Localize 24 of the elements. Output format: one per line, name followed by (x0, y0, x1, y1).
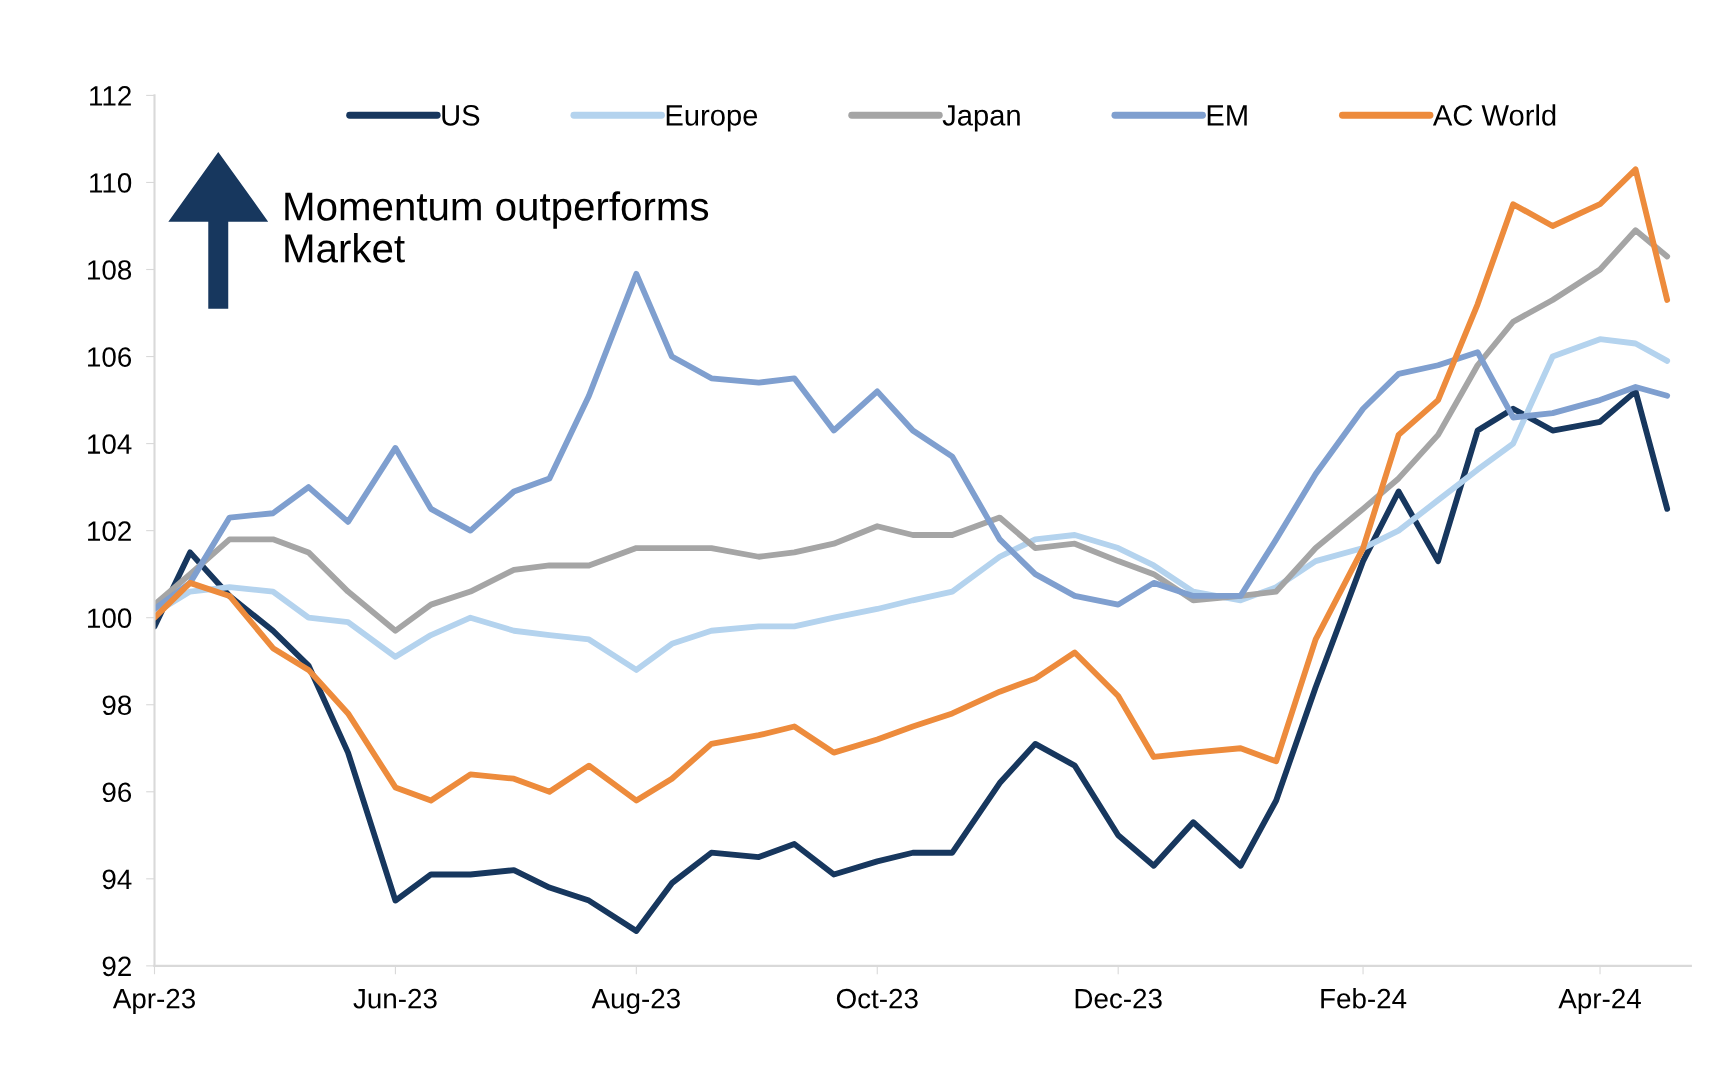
x-tick-label: Apr-24 (1558, 988, 1641, 1014)
y-tick-label: 98 (102, 695, 132, 716)
x-tick-label: Jun-23 (353, 988, 437, 1009)
y-tick-label: 106 (88, 347, 132, 367)
y-tick-label: 96 (102, 782, 132, 803)
y-tick-label: 104 (88, 434, 132, 454)
y-tick-label: 110 (90, 173, 132, 193)
legend-label: US (442, 105, 480, 126)
y-tick-label: 92 (102, 956, 131, 977)
y-tick-label: 100 (88, 608, 132, 629)
legend-label: Europe (666, 105, 758, 132)
y-tick-label: 102 (88, 521, 131, 541)
legend-label: AC World (1432, 104, 1556, 126)
y-tick-label: 94 (102, 869, 132, 890)
x-tick-label: Dec-23 (1075, 988, 1162, 1009)
legend-label: EM (1207, 105, 1247, 126)
y-tick-label: 108 (88, 260, 132, 280)
x-tick-label: Feb-24 (1321, 988, 1407, 1009)
x-tick-label: Oct-23 (836, 988, 918, 1009)
x-tick-label: Apr-23 (112, 988, 195, 1014)
y-tick-label: 112 (90, 86, 131, 106)
annotation: Momentum outperforms Market (285, 191, 709, 263)
legend-label: Japan (942, 105, 1020, 132)
x-tick-label: Aug-23 (591, 988, 680, 1014)
